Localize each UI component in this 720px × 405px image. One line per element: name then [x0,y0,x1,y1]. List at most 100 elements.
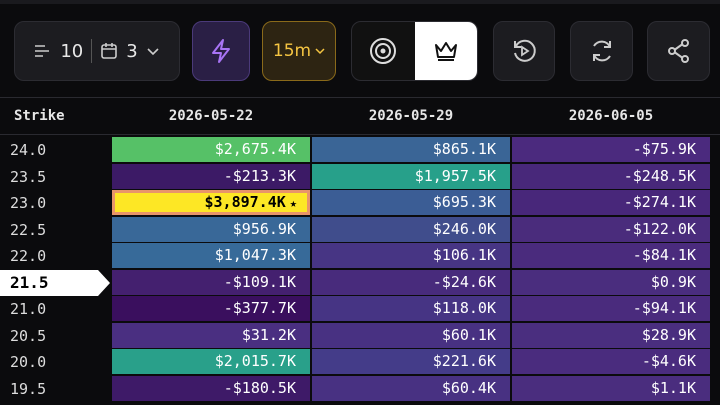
columns-count: 3 [126,40,138,62]
cell-value: -$180.5K [223,378,296,397]
interval: 15m [272,41,312,61]
cell-value: $0.9K [650,272,696,291]
cell-value: -$213.3K [223,166,296,185]
strike-label: 24.0 [10,141,47,159]
replay-icon [514,39,536,62]
cell-value: $1,047.3K [214,246,296,264]
cell-value: -$274.1K [623,193,696,211]
heatmap-cell: $246.0K [312,216,510,242]
cell-value: -$109.1K [223,272,296,291]
cell-value: $1,957.5K [414,166,496,185]
table-row: 19.5 -$180.5K $60.4K $1.1K [0,375,720,402]
share-button[interactable] [647,21,710,81]
heatmap-cell: $1,047.3K [112,243,310,268]
heatmap-cell: $60.4K [312,375,510,401]
heatmap-cell: $1,957.5K [312,163,510,189]
header-rule [0,134,720,135]
chevron [147,48,159,56]
table-row: 21.5 -$109.1K -$24.6K $0.9K [0,269,720,296]
refresh-button[interactable] [570,21,633,81]
table-row: 20.5 $31.2K $60.1K $28.9K [0,322,720,349]
table-row: 22.0 $1,047.3K $106.1K -$84.1K [0,243,720,269]
heatmap-cell: $221.6K [312,349,510,374]
heatmap-cell: $118.0K [312,296,510,321]
cell-value: $865.1K [432,140,496,158]
top-border [0,0,720,4]
calendar-icon [101,43,118,59]
heatmap-cell: $956.9K [112,216,310,242]
chevron [315,48,325,55]
table-row: 22.5 $956.9K $246.0K -$122.0K [0,216,720,243]
table-row: 23.5 -$213.3K $1,957.5K -$248.5K [0,163,720,190]
replay-button[interactable] [493,21,555,81]
cell-value: -$75.9K [632,140,696,158]
heatmap-cell: -$109.1K [112,269,310,295]
interval-selector[interactable]: 15m [262,21,336,81]
crown-icon [434,42,457,61]
heatmap-cell: $0.9K [512,269,710,295]
rows-count: 10 [60,40,84,62]
heatmap-cell: -$94.1K [512,296,710,321]
heatmap-cell: $31.2K [112,322,310,348]
cell-value: $31.2K [241,325,296,344]
target-view[interactable] [352,22,415,80]
column-header: 2026-05-22 [168,108,254,124]
star-icon: ★ [289,196,297,210]
cell-value: $3,897.4K [204,193,286,211]
rows-icon [35,45,50,57]
heatmap-cell: -$84.1K [512,243,710,268]
strike-label: 20.0 [10,353,47,371]
heatmap-cell: $865.1K [312,137,510,162]
table-row: 23.0 $3,897.4K ★ $695.3K -$274.1K [0,190,720,216]
cell-value: -$4.6K [641,352,696,370]
current-strike: 21.5 [0,269,110,296]
heatmap-cell: -$4.6K [512,349,710,374]
heatmap-cell: $60.1K [312,322,510,348]
cell-value: $28.9K [641,325,696,344]
flash-button[interactable] [192,21,250,81]
heatmap-cell: $1.1K [512,375,710,401]
strike-label: 21.0 [10,300,47,318]
cell-value: -$248.5K [623,166,696,185]
strike-label: 21.5 [10,272,49,292]
cell-value: -$84.1K [632,246,696,264]
grid-size-selector[interactable]: 10 3 [14,21,180,81]
heatmap-cell: -$75.9K [512,137,710,162]
column-header: 2026-05-29 [368,108,454,124]
heatmap-cell: -$377.7K [112,296,310,321]
table-row: 24.0 $2,675.4K $865.1K -$75.9K [0,137,720,163]
heatmap-cell: $3,897.4K ★ [112,190,310,215]
table-row: 20.0 $2,015.7K $221.6K -$4.6K [0,349,720,375]
cell-value: -$24.6K [432,272,496,291]
table-row: 21.0 -$377.7K $118.0K -$94.1K [0,296,720,322]
strike-label: 22.0 [10,247,47,265]
strike-label: 22.5 [10,220,47,239]
heatmap-cell: -$274.1K [512,190,710,215]
target-icon [370,38,397,64]
bolt-icon [212,39,230,63]
cell-value: $221.6K [432,352,496,370]
cell-value: $956.9K [232,219,296,238]
cell-value: $60.1K [441,325,496,344]
current-marker [0,269,110,296]
column-header: Strike [14,108,65,124]
cell-value: -$377.7K [223,299,296,317]
heatmap-cell: -$213.3K [112,163,310,189]
heatmap-cell: $106.1K [312,243,510,268]
share-icon [667,39,689,63]
cell-value: -$94.1K [632,299,696,317]
heatmap-cell: -$24.6K [312,269,510,295]
cell-value: $246.0K [432,219,496,238]
cell-value: $118.0K [432,299,496,317]
divider [91,39,93,63]
heatmap-cell: -$180.5K [112,375,310,401]
view-toggle [351,21,478,81]
crown-view[interactable] [414,22,477,80]
heatmap-cell: $695.3K [312,190,510,215]
refresh-icon [592,40,611,62]
cell-value: -$122.0K [623,219,696,238]
cell-value: $60.4K [441,378,496,397]
cell-value: $2,015.7K [214,352,296,370]
cell-value: $1.1K [650,378,696,397]
